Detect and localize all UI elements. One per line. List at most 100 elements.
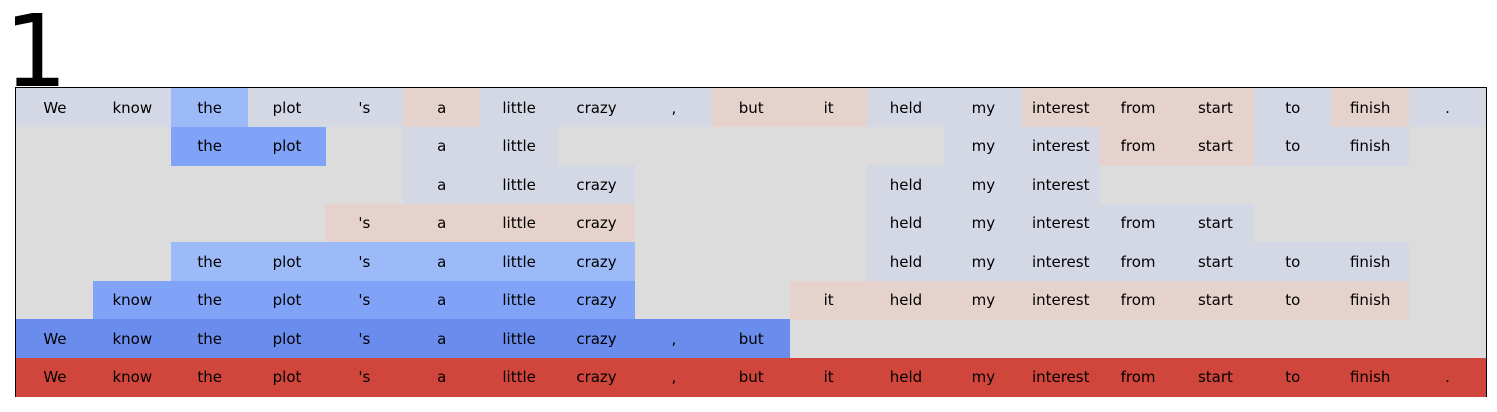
token-cell: crazy (557, 165, 636, 204)
token-cell: interest (1021, 280, 1100, 320)
token-cell: a (402, 319, 481, 358)
token-cell: start (1176, 88, 1255, 127)
token-cell: little (480, 280, 559, 320)
token-cell: held (867, 242, 945, 281)
token-cell: . (1408, 357, 1487, 397)
token-cell: 's (325, 357, 404, 397)
token-cell: finish (1331, 280, 1410, 320)
token-cell: start (1176, 126, 1255, 166)
token-cell: finish (1331, 242, 1410, 281)
token-cell: little (480, 242, 559, 281)
token-cell: held (867, 357, 945, 397)
token-cell: the (170, 242, 249, 281)
token-cell: my (944, 280, 1023, 320)
token-cell: plot (248, 280, 326, 320)
token-cell: my (944, 242, 1023, 281)
token-cell: to (1253, 88, 1332, 127)
token-cell: the (170, 357, 249, 397)
token-cell: my (944, 126, 1023, 166)
token-cell: it (789, 357, 868, 397)
token-cell: to (1253, 126, 1332, 166)
token-cell: start (1176, 357, 1255, 397)
token-cell: a (402, 280, 481, 320)
token-cell: to (1253, 280, 1332, 320)
token-cell: it (789, 280, 868, 320)
token-cell: little (480, 319, 559, 358)
token-cell: but (712, 357, 791, 397)
token-cell: . (1408, 88, 1487, 127)
token-cell: plot (248, 126, 326, 166)
token-cell: little (480, 357, 559, 397)
token-cell: know (93, 319, 172, 358)
token-cell: held (867, 203, 945, 243)
token-cell: crazy (557, 88, 636, 127)
token-cell: held (867, 280, 945, 320)
token-cell: but (712, 88, 791, 127)
token-cell: crazy (557, 319, 636, 358)
token-cell: the (170, 319, 249, 358)
token-cell: from (1099, 203, 1178, 243)
token-cell: crazy (557, 242, 636, 281)
token-cell: little (480, 203, 559, 243)
token-cell: We (16, 88, 94, 127)
token-cell: interest (1021, 203, 1100, 243)
token-cell: 's (325, 280, 404, 320)
token-attribution-grid: We know the plot's a little crazy, but it held my i… (15, 87, 1487, 397)
token-cell: We (16, 319, 94, 358)
token-cell: finish (1331, 126, 1410, 166)
token-cell: plot (248, 88, 326, 127)
token-cell: a (402, 242, 481, 281)
token-cell: , (634, 357, 713, 397)
token-cell: to (1253, 357, 1332, 397)
token-cell: held (867, 165, 945, 204)
token-cell: little (480, 126, 559, 166)
token-cell: the (170, 88, 249, 127)
token-cell: a (402, 88, 481, 127)
token-cell: crazy (557, 357, 636, 397)
token-cell: from (1099, 357, 1178, 397)
token-cell: , (634, 88, 713, 127)
token-cell: little (480, 88, 559, 127)
token-cell: finish (1331, 357, 1410, 397)
token-cell: plot (248, 319, 326, 358)
token-cell: 's (325, 88, 404, 127)
token-cell: finish (1331, 88, 1410, 127)
token-cell: 's (325, 203, 404, 243)
token-cell: interest (1021, 357, 1100, 397)
token-cell: start (1176, 203, 1255, 243)
token-cell: crazy (557, 280, 636, 320)
token-cell: interest (1021, 126, 1100, 166)
token-cell: , (634, 319, 713, 358)
token-cell: interest (1021, 165, 1100, 204)
token-cell: a (402, 165, 481, 204)
token-cell: crazy (557, 203, 636, 243)
token-cell: my (944, 203, 1023, 243)
token-cell: the (170, 126, 249, 166)
token-cell: 's (325, 319, 404, 358)
token-cell: a (402, 126, 481, 166)
token-cell: know (93, 88, 172, 127)
token-cell: little (480, 165, 559, 204)
token-cell: a (402, 357, 481, 397)
token-cell: a (402, 203, 481, 243)
token-cell: from (1099, 242, 1178, 281)
token-cell: from (1099, 126, 1178, 166)
token-cell: my (944, 88, 1023, 127)
token-cell: my (944, 165, 1023, 204)
token-cell: held (867, 88, 945, 127)
token-cell: plot (248, 242, 326, 281)
token-cell: interest (1021, 242, 1100, 281)
token-cell: 's (325, 242, 404, 281)
token-cell: interest (1021, 88, 1100, 127)
token-cell: my (944, 357, 1023, 397)
token-cell: start (1176, 242, 1255, 281)
token-cell: know (93, 357, 172, 397)
token-cell: plot (248, 357, 326, 397)
token-cell: from (1099, 280, 1178, 320)
figure-label: 1 (4, 0, 68, 110)
token-cell: to (1253, 242, 1332, 281)
token-cell: the (170, 280, 249, 320)
token-cell: We (16, 357, 94, 397)
token-cell: start (1176, 280, 1255, 320)
token-cell: but (712, 319, 791, 358)
